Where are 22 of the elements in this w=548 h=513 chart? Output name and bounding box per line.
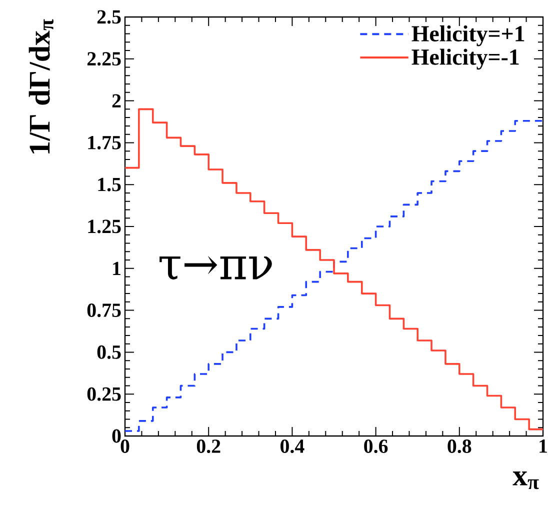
x-tick-label: 0.4 [280, 440, 304, 454]
annotation: τ→πν [160, 256, 272, 280]
y-tick-label: 1 [113, 262, 120, 275]
y-tick-label: 1.5 [98, 178, 121, 192]
y-tick-label: 0 [112, 429, 121, 443]
y-axis-title: 1/Γ dΓ/dx$_{π}$ [28, 19, 54, 154]
x-tick-label: 0.8 [448, 440, 472, 454]
x-axis-title: x$_{π}$ [512, 472, 539, 490]
y-tick-label: 0.5 [97, 345, 121, 359]
y-tick-label: 2 [112, 94, 121, 108]
y-tick-label: 0.25 [87, 387, 121, 401]
x-tick-label: 0.6 [364, 440, 388, 454]
x-tick-label: 0.2 [196, 440, 220, 454]
y-tick-label: 1.75 [88, 136, 121, 150]
y-tick-label: 2.25 [87, 52, 121, 66]
y-tick-label: 2.5 [97, 10, 121, 24]
y-tick-label: 0.75 [87, 304, 121, 318]
y-tick-label: 1.25 [88, 220, 121, 234]
legend-label: Helicity=+1 [412, 25, 524, 46]
legend-label: Helicity=-1 [412, 48, 519, 70]
x-tick-label: 0 [120, 440, 130, 453]
x-tick-label: 1 [540, 440, 547, 453]
